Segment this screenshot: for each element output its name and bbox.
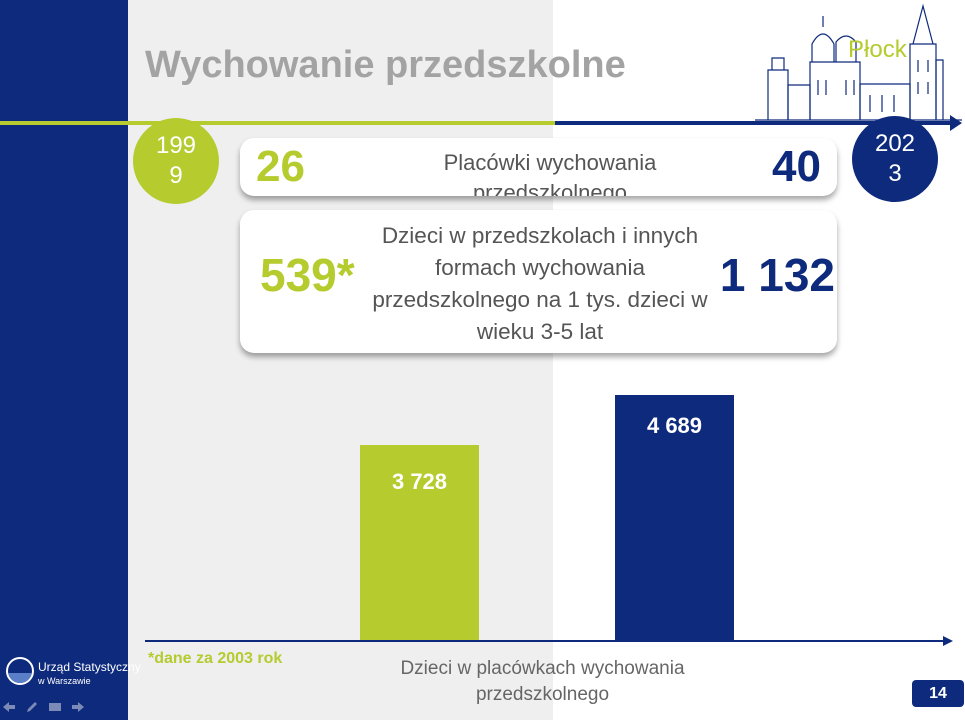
end-year-badge: 202 3: [852, 116, 938, 202]
arrow-left-icon[interactable]: [2, 701, 16, 713]
office-logo: Urząd Statystyczny w Warszawie: [4, 657, 141, 693]
stat-card-children-per-1000: 539* Dzieci w przedszkolach i innych for…: [240, 210, 837, 353]
slide-title: Wychowanie przedszkolne: [145, 44, 626, 86]
bar-1999: 3 728: [360, 445, 479, 640]
facilities-end-value: 40: [772, 142, 821, 191]
background-panel: [128, 0, 553, 720]
facilities-label: Placówki wychowania przedszkolnego: [443, 150, 657, 196]
facilities-start-value: 26: [256, 142, 305, 191]
cathedral-skyline-icon: [755, 3, 962, 121]
start-year-badge: 199 9: [133, 118, 219, 204]
stat-card-facilities: 26 Placówki wychowania przedszkolnego 40: [240, 138, 837, 196]
bar-2023-value-label: 4 689: [646, 413, 703, 438]
logo-name: Urząd Statystyczny: [38, 660, 141, 674]
arrow-right-icon[interactable]: [71, 701, 85, 713]
pen-icon[interactable]: [25, 701, 39, 713]
logo-subtitle: w Warszawie: [38, 676, 91, 686]
screen-icon[interactable]: [48, 701, 62, 713]
children-rate-start-value: 539*: [260, 249, 355, 301]
x-axis-arrow-icon: [943, 636, 953, 646]
start-year-label: 199 9: [155, 132, 197, 189]
timeline-end-segment: [555, 121, 955, 125]
timeline-start-segment: [0, 121, 555, 125]
children-rate-label: Dzieci w przedszkolach i innych formach …: [372, 223, 708, 344]
bar-2023: 4 689: [615, 395, 734, 640]
chart-x-axis-label: Dzieci w placówkach wychowania przedszko…: [400, 658, 685, 705]
bar-1999-value-label: 3 728: [391, 469, 448, 494]
logo-emblem-icon: [6, 657, 34, 685]
end-year-label: 202 3: [874, 130, 916, 187]
page-number-badge: 14: [912, 680, 964, 707]
slide-nav-toolbar: [2, 699, 122, 715]
timeline-arrow-icon: [950, 115, 962, 131]
chart-x-axis: [145, 640, 945, 642]
children-rate-end-value: 1 132: [719, 249, 835, 301]
footnote: *dane za 2003 rok: [148, 650, 283, 667]
city-name: Płock: [848, 36, 907, 63]
left-sidebar-band: [0, 0, 128, 720]
